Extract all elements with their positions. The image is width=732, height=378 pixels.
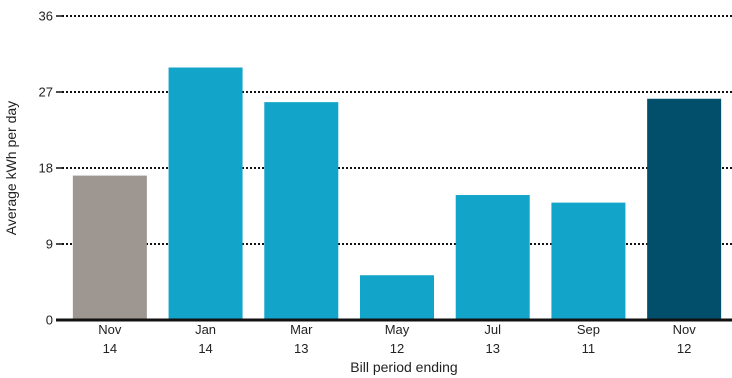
x-tick-label-year: 11 <box>582 341 596 356</box>
x-axis-title: Bill period ending <box>350 359 457 375</box>
bar <box>264 102 339 320</box>
x-tick-label-year: 12 <box>677 341 691 356</box>
y-axis-title: Average kWh per day <box>3 101 19 235</box>
bar <box>551 202 626 320</box>
x-tick-label-year: 14 <box>103 341 117 356</box>
y-tick-label: 18 <box>39 161 53 176</box>
y-tick-label: 0 <box>46 313 53 328</box>
bar <box>647 98 722 320</box>
x-tick-label-month: Jan <box>195 322 216 337</box>
bar <box>455 195 530 320</box>
x-tick-label-year: 12 <box>390 341 404 356</box>
bar <box>72 175 147 320</box>
x-tick-label-year: 13 <box>294 341 308 356</box>
x-tick-label-year: 13 <box>485 341 499 356</box>
y-tick-label: 27 <box>39 85 53 100</box>
bars <box>72 67 722 320</box>
x-tick-label-month: Nov <box>673 322 697 337</box>
y-axis-ticks: 0 9 18 27 36 <box>39 9 62 328</box>
bar <box>360 275 434 320</box>
y-tick-label: 9 <box>46 237 53 252</box>
x-tick-label-month: Sep <box>577 322 600 337</box>
y-tick-label: 36 <box>39 9 53 24</box>
x-tick-label-month: May <box>385 322 410 337</box>
x-tick-label-month: Mar <box>290 322 313 337</box>
gridlines <box>62 15 732 245</box>
x-axis-ticks: Nov 14 Jan 14 Mar 13 May 12 Jul 13 Sep 11 Nov 12 <box>98 322 696 356</box>
x-tick-label-month: Nov <box>98 322 122 337</box>
x-tick-label-month: Jul <box>484 322 501 337</box>
bar <box>168 67 243 320</box>
x-tick-label-year: 14 <box>198 341 212 356</box>
